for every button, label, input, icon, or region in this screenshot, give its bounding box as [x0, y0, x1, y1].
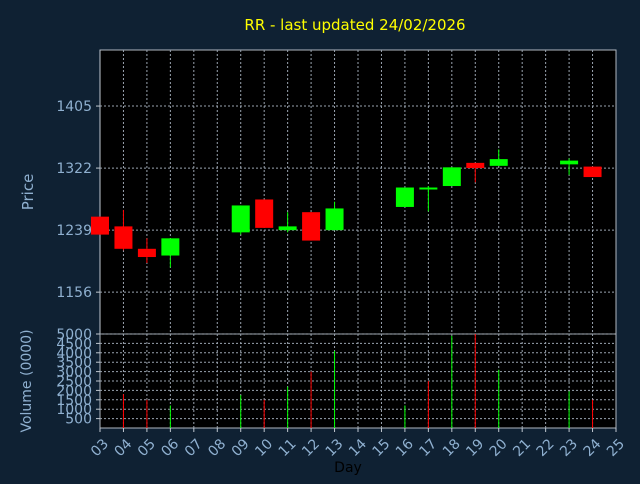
- candle-body: [302, 212, 321, 241]
- volume-y-tick-label: 3000: [56, 365, 92, 381]
- candle-body: [231, 205, 250, 233]
- volume-y-tick-label: 4000: [56, 346, 92, 362]
- candle-body: [419, 187, 438, 190]
- candle-body: [466, 162, 485, 169]
- volume-axis-label: Volume (0000): [19, 329, 35, 432]
- volume-y-tick-label: 2500: [56, 374, 92, 390]
- candle-body: [161, 238, 180, 256]
- volume-y-tick-label: 3500: [56, 355, 92, 371]
- volume-y-tick-label: 500: [65, 412, 92, 428]
- volume-y-tick-label: 2000: [56, 383, 92, 399]
- volume-y-tick-label: 5000: [56, 327, 92, 343]
- price-panel: 1156 1239 1322 1405: [56, 49, 617, 335]
- candle-body: [114, 226, 133, 249]
- candle-body: [442, 167, 461, 187]
- volume-y-tick-label: 1000: [56, 402, 92, 418]
- x-axis-label: Day: [334, 460, 362, 476]
- candle-body: [91, 216, 109, 235]
- price-y-tick-label: 1405: [56, 99, 92, 115]
- candle-body: [278, 226, 297, 231]
- price-y-tick-label: 1322: [56, 161, 92, 177]
- price-axis-label: Price: [19, 174, 37, 211]
- chart-title: RR - last updated 24/02/2026: [244, 16, 465, 34]
- candle-body: [325, 208, 344, 231]
- candle-body: [583, 166, 602, 178]
- candle-body: [137, 248, 156, 258]
- price-y-tick-label: 1156: [56, 285, 92, 301]
- candle-body: [395, 187, 414, 207]
- volume-y-tick-label: 4500: [56, 336, 92, 352]
- price-y-tick-label: 1239: [56, 223, 92, 239]
- candle-body: [489, 159, 508, 166]
- volume-y-tick-label: 1500: [56, 393, 92, 409]
- candle-body: [560, 160, 579, 165]
- candle-body: [255, 199, 274, 228]
